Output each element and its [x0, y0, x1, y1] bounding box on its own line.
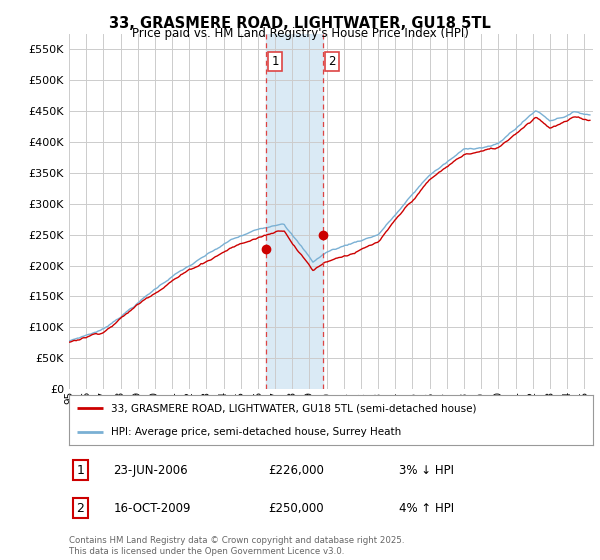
Text: £250,000: £250,000	[268, 502, 323, 515]
Text: 2: 2	[328, 55, 335, 68]
Text: 3% ↓ HPI: 3% ↓ HPI	[399, 464, 454, 477]
Text: £226,000: £226,000	[268, 464, 324, 477]
Text: 1: 1	[271, 55, 279, 68]
Text: 2: 2	[77, 502, 85, 515]
Text: 33, GRASMERE ROAD, LIGHTWATER, GU18 5TL: 33, GRASMERE ROAD, LIGHTWATER, GU18 5TL	[109, 16, 491, 31]
Text: 33, GRASMERE ROAD, LIGHTWATER, GU18 5TL (semi-detached house): 33, GRASMERE ROAD, LIGHTWATER, GU18 5TL …	[111, 403, 476, 413]
Text: Price paid vs. HM Land Registry's House Price Index (HPI): Price paid vs. HM Land Registry's House …	[131, 27, 469, 40]
Bar	[266, 34, 323, 389]
Text: 16-OCT-2009: 16-OCT-2009	[113, 502, 191, 515]
Text: Contains HM Land Registry data © Crown copyright and database right 2025.
This d: Contains HM Land Registry data © Crown c…	[69, 536, 404, 556]
Text: 4% ↑ HPI: 4% ↑ HPI	[399, 502, 454, 515]
Text: 1: 1	[77, 464, 85, 477]
Text: 23-JUN-2006: 23-JUN-2006	[113, 464, 188, 477]
Text: HPI: Average price, semi-detached house, Surrey Heath: HPI: Average price, semi-detached house,…	[111, 427, 401, 437]
